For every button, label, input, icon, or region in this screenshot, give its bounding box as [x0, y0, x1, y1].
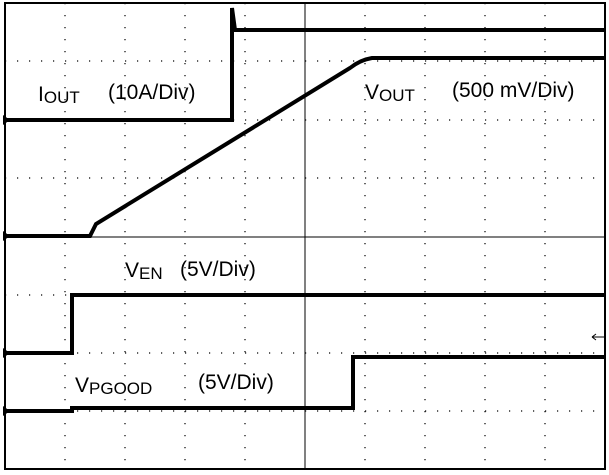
symbol: I [38, 83, 44, 106]
trace-label: VPGOOD [75, 374, 152, 398]
ground-marker [3, 348, 10, 358]
vout-trace [5, 56, 605, 238]
labels: IOUT (10A/Div) VOUT (500 mV/Div) VEN (5V… [38, 79, 575, 398]
trace-scale: (10A/Div) [108, 81, 196, 104]
ground-marker [3, 231, 10, 241]
trace-label: VEN [125, 259, 163, 283]
trace-label: IOUT [38, 83, 80, 107]
trace-scale: (5V/Div) [180, 258, 256, 281]
symbol: V [125, 259, 139, 282]
channel-markers [3, 115, 604, 416]
trigger-marker [591, 333, 604, 341]
subscript: OUT [379, 86, 415, 105]
graticule [4, 2, 606, 470]
symbol: V [365, 81, 379, 104]
ground-marker [3, 406, 10, 416]
trace-scale: (5V/Div) [198, 371, 274, 394]
ven-trace [5, 293, 605, 355]
subscript: EN [139, 264, 163, 283]
trace-label: VOUT [365, 81, 415, 105]
waveforms [5, 7, 605, 413]
vpgood-trace [5, 355, 605, 413]
trace-scale: (500 mV/Div) [452, 79, 575, 102]
ground-marker [3, 115, 10, 125]
subscript: PGOOD [89, 379, 152, 398]
subscript: OUT [44, 88, 80, 107]
iout-trace [5, 7, 605, 122]
symbol: V [75, 374, 89, 397]
